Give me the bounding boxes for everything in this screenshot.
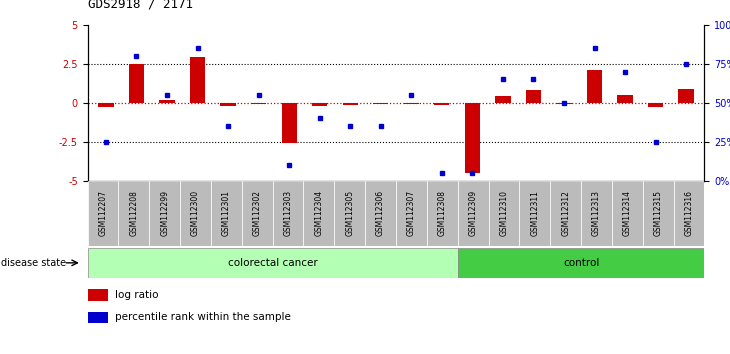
Bar <box>251 103 266 104</box>
Bar <box>526 90 541 103</box>
Bar <box>550 181 581 246</box>
Text: GSM112312: GSM112312 <box>561 190 570 236</box>
Bar <box>365 181 396 246</box>
Text: GSM112315: GSM112315 <box>653 190 663 236</box>
Text: GSM112304: GSM112304 <box>315 190 323 236</box>
Bar <box>556 103 572 104</box>
Text: GSM112313: GSM112313 <box>592 190 601 236</box>
Text: GSM112316: GSM112316 <box>685 190 694 236</box>
Text: percentile rank within the sample: percentile rank within the sample <box>115 312 291 322</box>
Bar <box>642 181 674 246</box>
Bar <box>458 248 704 278</box>
Bar <box>242 181 272 246</box>
Bar <box>495 96 510 103</box>
Text: GSM112303: GSM112303 <box>283 190 293 236</box>
Bar <box>678 88 694 103</box>
Bar <box>272 181 304 246</box>
Bar <box>180 181 211 246</box>
Bar <box>88 248 458 278</box>
Bar <box>404 103 419 104</box>
Text: GSM112308: GSM112308 <box>438 190 447 236</box>
Text: control: control <box>563 258 599 268</box>
Text: GSM112300: GSM112300 <box>191 190 200 236</box>
Bar <box>88 181 118 246</box>
Bar <box>458 181 488 246</box>
Bar <box>88 289 108 301</box>
Bar <box>220 103 236 106</box>
Bar <box>118 181 149 246</box>
Bar <box>396 181 427 246</box>
Bar <box>99 103 114 107</box>
Bar <box>648 103 664 107</box>
Text: log ratio: log ratio <box>115 290 158 299</box>
Bar <box>427 181 458 246</box>
Bar <box>373 103 388 104</box>
Bar <box>618 95 633 103</box>
Bar <box>612 181 642 246</box>
Bar <box>211 181 242 246</box>
Text: GSM112309: GSM112309 <box>469 190 477 236</box>
Bar <box>488 181 520 246</box>
Text: GSM112306: GSM112306 <box>376 190 385 236</box>
Bar <box>304 181 334 246</box>
Text: GSM112314: GSM112314 <box>623 190 632 236</box>
Bar <box>587 70 602 103</box>
Text: GSM112311: GSM112311 <box>530 190 539 236</box>
Text: GSM112301: GSM112301 <box>222 190 231 236</box>
Text: GSM112307: GSM112307 <box>407 190 416 236</box>
Bar <box>342 103 358 105</box>
Bar <box>434 103 450 105</box>
Text: disease state: disease state <box>1 258 66 268</box>
Bar <box>312 103 327 106</box>
Bar <box>159 99 174 103</box>
Text: GDS2918 / 2171: GDS2918 / 2171 <box>88 0 193 11</box>
Text: GSM112305: GSM112305 <box>345 190 354 236</box>
Bar <box>149 181 180 246</box>
Bar <box>334 181 365 246</box>
Bar <box>674 181 704 246</box>
Text: GSM112310: GSM112310 <box>499 190 509 236</box>
Bar <box>128 64 144 103</box>
Text: GSM112207: GSM112207 <box>99 190 107 236</box>
Text: GSM112302: GSM112302 <box>253 190 262 236</box>
Text: colorectal cancer: colorectal cancer <box>228 258 318 268</box>
Bar <box>282 103 297 143</box>
Bar <box>520 181 550 246</box>
Bar <box>465 103 480 173</box>
Bar <box>190 57 205 103</box>
Text: GSM112299: GSM112299 <box>160 190 169 236</box>
Bar <box>581 181 612 246</box>
Bar <box>88 312 108 323</box>
Text: GSM112208: GSM112208 <box>129 190 139 236</box>
